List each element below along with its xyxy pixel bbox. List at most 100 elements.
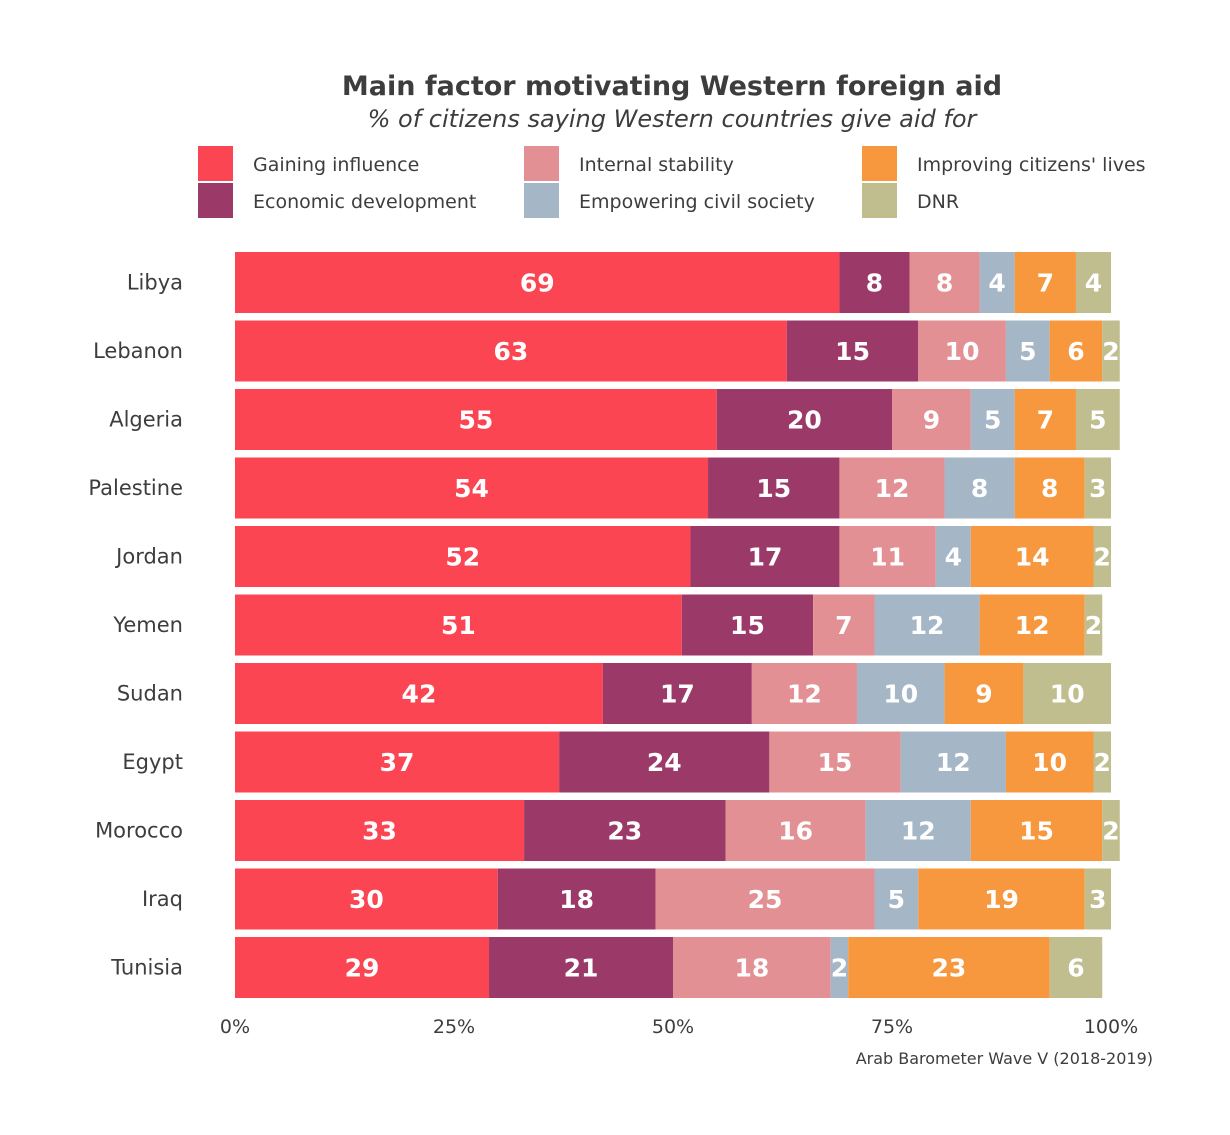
category-label-palestine: Palestine <box>88 476 183 500</box>
bar-jordan-gaining-influence <box>235 526 691 587</box>
data-label-yemen-dnr: 2 <box>1085 611 1102 640</box>
data-label-yemen-gaining-influence: 51 <box>441 611 476 640</box>
data-label-algeria-internal-stability: 9 <box>923 406 940 435</box>
data-label-palestine-empowering-civil-society: 8 <box>971 474 988 503</box>
data-label-egypt-economic-development: 24 <box>647 748 682 777</box>
data-label-algeria-improving-citizens-lives: 7 <box>1037 406 1054 435</box>
bar-egypt-dnr <box>1093 731 1111 793</box>
data-label-libya-improving-citizens-lives: 7 <box>1037 269 1054 298</box>
bar-yemen-dnr <box>1084 594 1103 656</box>
legend-swatch-economic-development <box>198 183 233 218</box>
bar-yemen-economic-development <box>681 594 814 656</box>
x-tick-label-75: 75% <box>871 1016 913 1038</box>
data-label-yemen-improving-citizens-lives: 12 <box>1015 611 1050 640</box>
data-label-palestine-gaining-influence: 54 <box>454 474 489 503</box>
bar-libya-internal-stability <box>909 252 980 313</box>
data-label-lebanon-improving-citizens-lives: 6 <box>1067 337 1084 366</box>
legend-label-improving-citizens-lives: Improving citizens' lives <box>917 154 1146 176</box>
bar-morocco-gaining-influence <box>235 800 525 861</box>
chart-subtitle: % of citizens saying Western countries g… <box>368 105 979 133</box>
data-label-lebanon-internal-stability: 10 <box>945 337 980 366</box>
bar-sudan-internal-stability <box>751 663 857 724</box>
data-label-iraq-dnr: 3 <box>1089 885 1106 914</box>
data-label-lebanon-gaining-influence: 63 <box>494 337 529 366</box>
bar-jordan-internal-stability <box>839 526 936 587</box>
bar-palestine-internal-stability <box>839 457 945 519</box>
data-label-tunisia-economic-development: 21 <box>564 954 599 983</box>
bar-libya-economic-development <box>839 252 910 313</box>
bar-palestine-empowering-civil-society <box>944 457 1015 519</box>
bar-algeria-gaining-influence <box>235 389 717 450</box>
bar-tunisia-economic-development <box>489 937 673 998</box>
bar-algeria-dnr <box>1075 389 1120 450</box>
bar-yemen-gaining-influence <box>235 594 682 656</box>
source-note: Arab Barometer Wave V (2018-2019) <box>856 1049 1153 1068</box>
data-label-yemen-empowering-civil-society: 12 <box>910 611 945 640</box>
data-label-lebanon-empowering-civil-society: 5 <box>1019 337 1036 366</box>
data-label-sudan-gaining-influence: 42 <box>402 680 437 709</box>
data-label-sudan-improving-citizens-lives: 9 <box>975 680 992 709</box>
data-label-jordan-gaining-influence: 52 <box>445 543 480 572</box>
bar-tunisia-gaining-influence <box>235 937 490 998</box>
bar-egypt-empowering-civil-society <box>900 731 1006 793</box>
bar-libya-gaining-influence <box>235 252 840 313</box>
legend-swatch-gaining-influence <box>198 146 233 181</box>
data-label-libya-economic-development: 8 <box>866 269 883 298</box>
category-labels: Libya Lebanon Algeria Palestine Jordan Yemen S… <box>88 271 183 980</box>
legend-swatch-improving-citizens-lives <box>862 146 897 181</box>
bar-iraq-gaining-influence <box>235 868 498 930</box>
bar-tunisia-empowering-civil-society <box>830 937 849 998</box>
data-label-sudan-empowering-civil-society: 10 <box>883 680 918 709</box>
legend-swatch-internal-stability <box>524 146 559 181</box>
data-label-morocco-improving-citizens-lives: 15 <box>1019 817 1054 846</box>
bar-palestine-economic-development <box>708 457 840 519</box>
bar-jordan-empowering-civil-society <box>935 526 971 587</box>
legend-label-empowering-civil-society: Empowering civil society <box>579 191 815 213</box>
data-label-palestine-improving-citizens-lives: 8 <box>1041 474 1058 503</box>
data-label-algeria-economic-development: 20 <box>787 406 822 435</box>
category-label-libya: Libya <box>127 271 183 295</box>
data-labels: 69 8 8 4 7 463 15 10 5 6 255 20 9 5 7 554 15 12 8 8 352 17 11 4… <box>345 269 1120 983</box>
data-label-tunisia-dnr: 6 <box>1067 954 1084 983</box>
x-tick-label-25: 25% <box>433 1016 475 1038</box>
legend-label-dnr: DNR <box>917 191 959 213</box>
category-label-jordan: Jordan <box>114 545 183 569</box>
data-label-sudan-internal-stability: 12 <box>787 680 822 709</box>
data-label-morocco-internal-stability: 16 <box>778 817 813 846</box>
bar-sudan-improving-citizens-lives <box>944 663 1024 724</box>
data-label-libya-dnr: 4 <box>1085 269 1102 298</box>
data-label-palestine-dnr: 3 <box>1089 474 1106 503</box>
data-label-sudan-dnr: 10 <box>1050 680 1085 709</box>
data-label-yemen-internal-stability: 7 <box>835 611 852 640</box>
bar-iraq-improving-citizens-lives <box>918 868 1085 930</box>
bar-egypt-economic-development <box>559 731 770 793</box>
data-label-algeria-empowering-civil-society: 5 <box>984 406 1001 435</box>
x-tick-label-0: 0% <box>220 1016 250 1038</box>
bar-palestine-improving-citizens-lives <box>1014 457 1085 519</box>
bar-jordan-improving-citizens-lives <box>970 526 1094 587</box>
data-label-sudan-economic-development: 17 <box>660 680 695 709</box>
data-label-iraq-gaining-influence: 30 <box>349 885 384 914</box>
data-label-palestine-economic-development: 15 <box>756 474 791 503</box>
data-label-morocco-dnr: 2 <box>1102 817 1119 846</box>
bar-tunisia-improving-citizens-lives <box>848 937 1050 998</box>
category-label-lebanon: Lebanon <box>93 339 183 363</box>
data-label-morocco-empowering-civil-society: 12 <box>901 817 936 846</box>
bar-sudan-gaining-influence <box>235 663 603 724</box>
data-label-egypt-empowering-civil-society: 12 <box>936 748 971 777</box>
bar-palestine-dnr <box>1084 457 1111 519</box>
legend-label-economic-development: Economic development <box>253 191 476 213</box>
x-axis: 0% 25% 50% 75% 100% <box>220 1016 1138 1038</box>
category-label-morocco: Morocco <box>95 819 183 843</box>
bar-lebanon-dnr <box>1102 320 1120 382</box>
bar-lebanon-economic-development <box>786 320 919 382</box>
bar-morocco-dnr <box>1102 800 1120 861</box>
data-label-iraq-internal-stability: 25 <box>748 885 783 914</box>
data-label-yemen-economic-development: 15 <box>730 611 765 640</box>
bar-yemen-empowering-civil-society <box>874 594 980 656</box>
data-label-lebanon-dnr: 2 <box>1102 337 1119 366</box>
data-label-jordan-internal-stability: 11 <box>870 543 905 572</box>
bar-algeria-improving-citizens-lives <box>1014 389 1076 450</box>
data-label-jordan-improving-citizens-lives: 14 <box>1015 543 1050 572</box>
bar-sudan-dnr <box>1023 663 1111 724</box>
